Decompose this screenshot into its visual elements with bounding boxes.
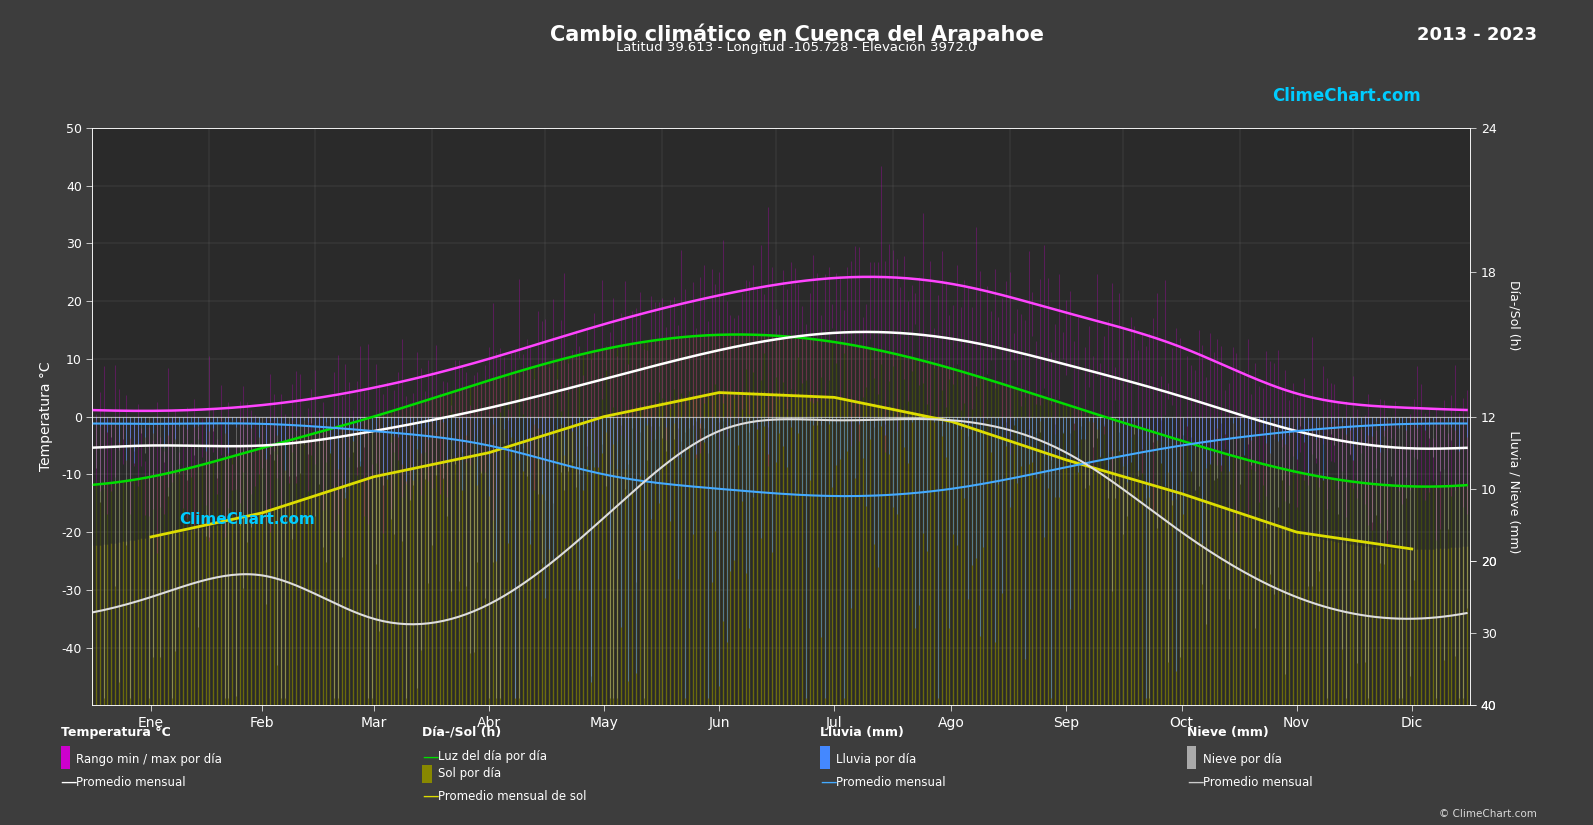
Text: ClimeChart.com: ClimeChart.com bbox=[1271, 87, 1421, 105]
Text: Latitud 39.613 - Longitud -105.728 - Elevación 3972.0: Latitud 39.613 - Longitud -105.728 - Ele… bbox=[616, 41, 977, 54]
Text: —: — bbox=[422, 747, 438, 766]
Text: Nieve por día: Nieve por día bbox=[1203, 752, 1282, 766]
Text: —: — bbox=[820, 773, 836, 791]
Text: Promedio mensual: Promedio mensual bbox=[836, 776, 946, 789]
Text: Promedio mensual: Promedio mensual bbox=[1203, 776, 1313, 789]
Text: Promedio mensual de sol: Promedio mensual de sol bbox=[438, 790, 586, 803]
Text: —: — bbox=[422, 787, 438, 805]
Y-axis label: Día-/Sol (h)                    Lluvia / Nieve (mm): Día-/Sol (h) Lluvia / Nieve (mm) bbox=[1507, 280, 1521, 554]
Text: Lluvia (mm): Lluvia (mm) bbox=[820, 726, 905, 739]
Text: —: — bbox=[1187, 773, 1203, 791]
Text: 2013 - 2023: 2013 - 2023 bbox=[1418, 26, 1537, 45]
Text: Nieve (mm): Nieve (mm) bbox=[1187, 726, 1268, 739]
Text: Rango min / max por día: Rango min / max por día bbox=[76, 752, 223, 766]
Text: Sol por día: Sol por día bbox=[438, 767, 502, 780]
Y-axis label: Temperatura °C: Temperatura °C bbox=[40, 362, 53, 471]
Text: Temperatura °C: Temperatura °C bbox=[61, 726, 170, 739]
Text: Cambio climático en Cuenca del Arapahoe: Cambio climático en Cuenca del Arapahoe bbox=[550, 23, 1043, 45]
Text: Lluvia por día: Lluvia por día bbox=[836, 752, 916, 766]
Text: —: — bbox=[61, 773, 76, 791]
Text: ClimeChart.com: ClimeChart.com bbox=[178, 512, 315, 526]
Text: Día-/Sol (h): Día-/Sol (h) bbox=[422, 726, 502, 739]
Text: Promedio mensual: Promedio mensual bbox=[76, 776, 186, 789]
Text: © ClimeChart.com: © ClimeChart.com bbox=[1440, 808, 1537, 818]
Text: Luz del día por día: Luz del día por día bbox=[438, 750, 546, 763]
